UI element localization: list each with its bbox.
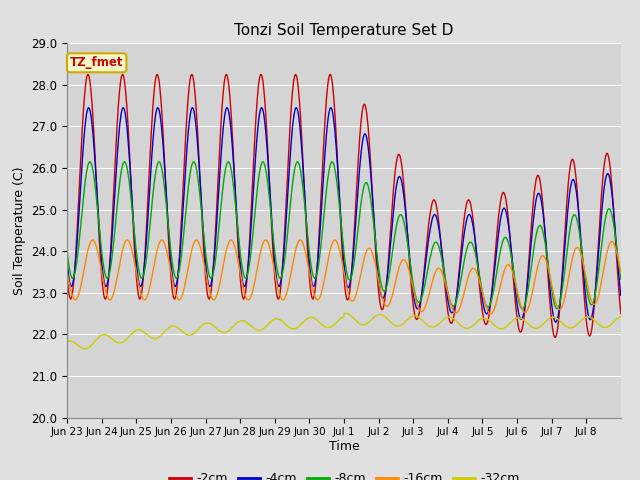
-2cm [551, 335, 559, 340]
-32cm [120, 338, 128, 344]
-16cm [444, 290, 452, 296]
-8cm [617, 276, 625, 282]
-16cm [496, 284, 504, 290]
-4cm [288, 134, 296, 140]
-32cm [308, 314, 316, 320]
-32cm [496, 326, 504, 332]
-32cm [617, 314, 625, 320]
-8cm [328, 159, 336, 165]
-2cm [495, 206, 503, 212]
-8cm [307, 262, 315, 268]
-2cm [617, 311, 625, 316]
-8cm [287, 194, 295, 200]
-4cm [308, 278, 316, 284]
Legend: -2cm, -4cm, -8cm, -16cm, -32cm: -2cm, -4cm, -8cm, -16cm, -32cm [164, 467, 524, 480]
Line: -16cm: -16cm [67, 240, 621, 314]
-16cm [120, 243, 127, 249]
Line: -8cm: -8cm [67, 162, 621, 309]
-16cm [617, 270, 625, 276]
-16cm [506, 263, 514, 269]
-4cm [506, 229, 513, 235]
-4cm [189, 105, 196, 110]
Text: TZ_fmet: TZ_fmet [70, 56, 124, 69]
-4cm [617, 292, 625, 298]
-8cm [506, 244, 513, 250]
-16cm [287, 270, 295, 276]
-8cm [495, 253, 503, 259]
-32cm [288, 325, 296, 331]
-2cm [292, 72, 300, 77]
Y-axis label: Soil Temperature (C): Soil Temperature (C) [13, 166, 26, 295]
-16cm [63, 270, 71, 276]
-32cm [342, 311, 349, 316]
-8cm [444, 289, 452, 295]
Line: -4cm: -4cm [67, 108, 621, 322]
-32cm [506, 320, 514, 326]
-32cm [445, 314, 452, 320]
-4cm [120, 105, 127, 111]
Line: -32cm: -32cm [67, 313, 621, 348]
-2cm [308, 293, 316, 299]
-4cm [444, 298, 452, 303]
-2cm [63, 275, 71, 280]
-2cm [120, 74, 127, 80]
-8cm [63, 250, 71, 255]
-8cm [518, 306, 526, 312]
-16cm [307, 278, 315, 284]
-16cm [331, 237, 339, 243]
-4cm [495, 223, 503, 229]
X-axis label: Time: Time [328, 440, 360, 453]
Title: Tonzi Soil Temperature Set D: Tonzi Soil Temperature Set D [234, 23, 454, 38]
Line: -2cm: -2cm [67, 74, 621, 337]
-4cm [63, 260, 71, 265]
-32cm [63, 339, 71, 345]
-4cm [552, 319, 560, 325]
-8cm [120, 159, 127, 165]
-2cm [506, 228, 513, 233]
-2cm [287, 107, 295, 112]
-32cm [81, 346, 89, 351]
-2cm [444, 310, 452, 315]
-16cm [487, 311, 495, 317]
